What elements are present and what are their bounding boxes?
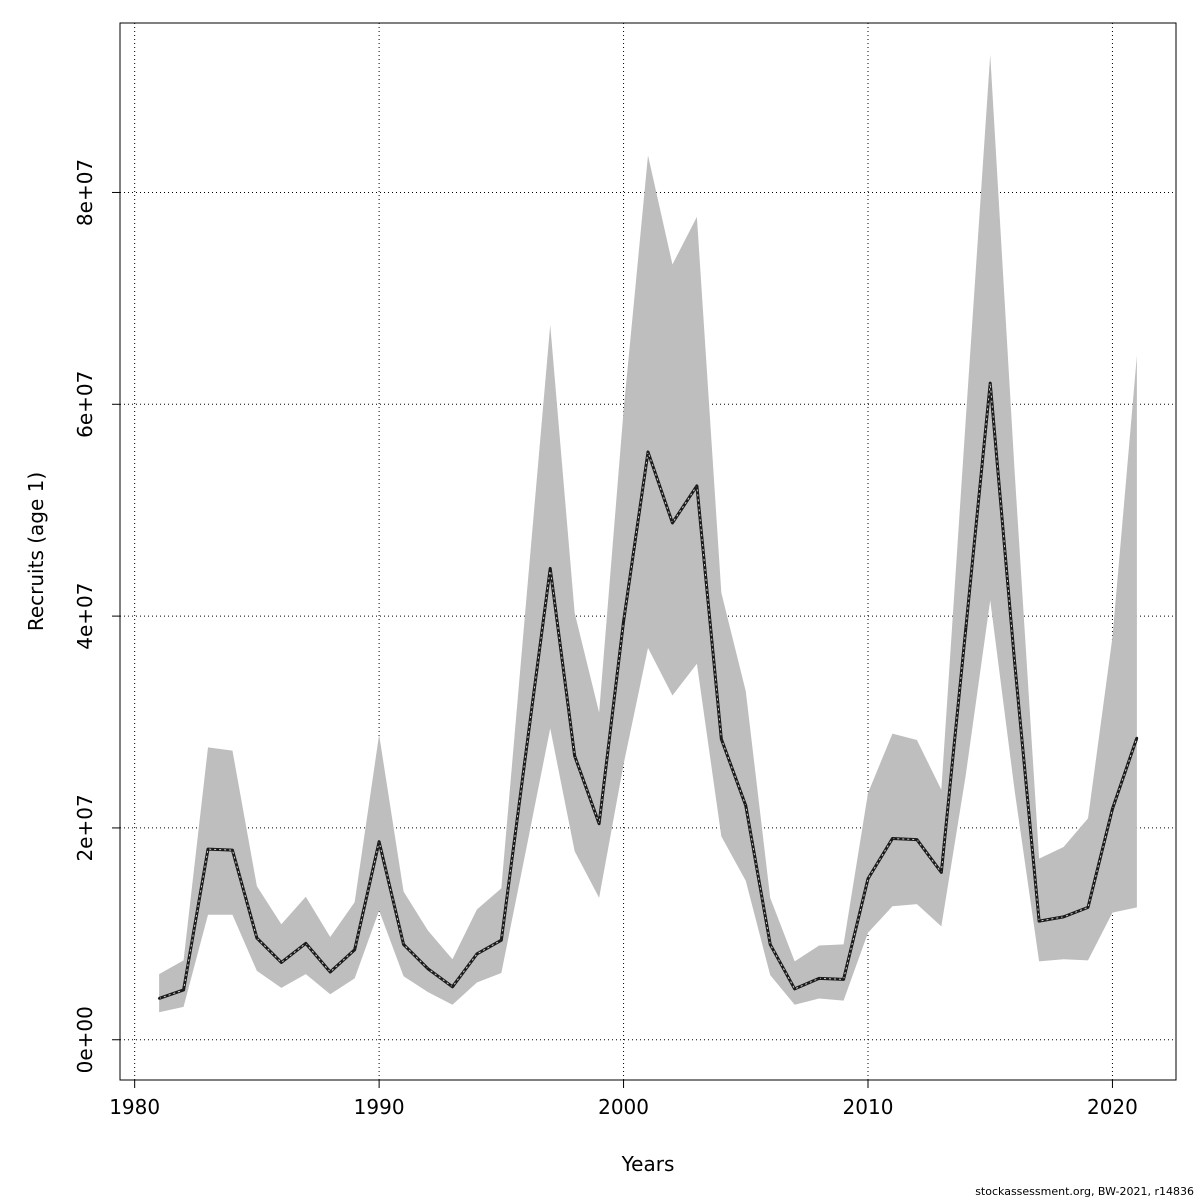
- data-point: [1037, 919, 1041, 923]
- data-point: [475, 952, 479, 956]
- data-point: [573, 754, 576, 758]
- data-point: [377, 840, 381, 843]
- data-point: [964, 627, 967, 631]
- data-point: [597, 822, 601, 825]
- data-point: [182, 988, 185, 992]
- confidence-band: [159, 54, 1137, 1013]
- y-tick-label: 0e+00: [73, 1006, 97, 1073]
- data-point: [402, 943, 405, 946]
- data-point: [1062, 915, 1065, 919]
- data-point: [329, 970, 332, 974]
- data-point: [866, 877, 870, 880]
- y-tick-label: 6e+07: [73, 371, 97, 438]
- data-point: [891, 837, 894, 840]
- data-point: [304, 942, 307, 945]
- x-tick-label: 2000: [598, 1095, 649, 1119]
- data-point: [817, 977, 821, 980]
- data-point: [157, 997, 161, 1000]
- data-point: [940, 871, 943, 874]
- y-axis-title: Recruits (age 1): [24, 472, 48, 631]
- data-point: [1135, 736, 1139, 740]
- data-point: [769, 943, 772, 946]
- data-point: [231, 848, 234, 852]
- data-point: [744, 804, 747, 807]
- data-point: [842, 978, 845, 981]
- x-tick-label: 1980: [109, 1095, 160, 1119]
- y-tick-label: 2e+07: [73, 794, 97, 861]
- data-point: [1013, 661, 1016, 664]
- data-point: [671, 521, 674, 525]
- y-tick-label: 8e+07: [73, 159, 97, 226]
- data-point: [426, 967, 430, 970]
- data-point: [646, 450, 650, 454]
- data-point: [524, 752, 527, 755]
- data-point: [280, 961, 283, 964]
- data-point: [720, 737, 723, 741]
- data-point: [500, 938, 503, 942]
- data-point: [695, 484, 699, 488]
- footer-note: stockassessment.org, BW-2021, r14836: [975, 1185, 1194, 1198]
- y-tick-label: 4e+07: [73, 582, 97, 649]
- data-point: [255, 936, 259, 940]
- data-point: [1086, 906, 1090, 909]
- x-tick-label: 2020: [1087, 1095, 1138, 1119]
- data-point: [989, 381, 992, 385]
- data-point: [793, 987, 796, 991]
- data-point: [451, 985, 454, 988]
- data-point: [549, 567, 552, 570]
- series-line-group: [157, 381, 1139, 1000]
- plot-frame: [119, 22, 1177, 1081]
- x-axis-title: Years: [621, 1152, 675, 1176]
- data-point: [353, 948, 356, 951]
- data-point: [206, 847, 210, 851]
- axes: 1980 1990 2000 2010 2020 0e+00 2e+07 4e+07 6e+07…: [73, 159, 1138, 1119]
- x-tick-label: 2010: [843, 1095, 894, 1119]
- x-tick-label: 1990: [354, 1095, 405, 1119]
- data-point: [915, 838, 919, 841]
- data-point: [622, 620, 625, 623]
- data-point: [1111, 807, 1114, 811]
